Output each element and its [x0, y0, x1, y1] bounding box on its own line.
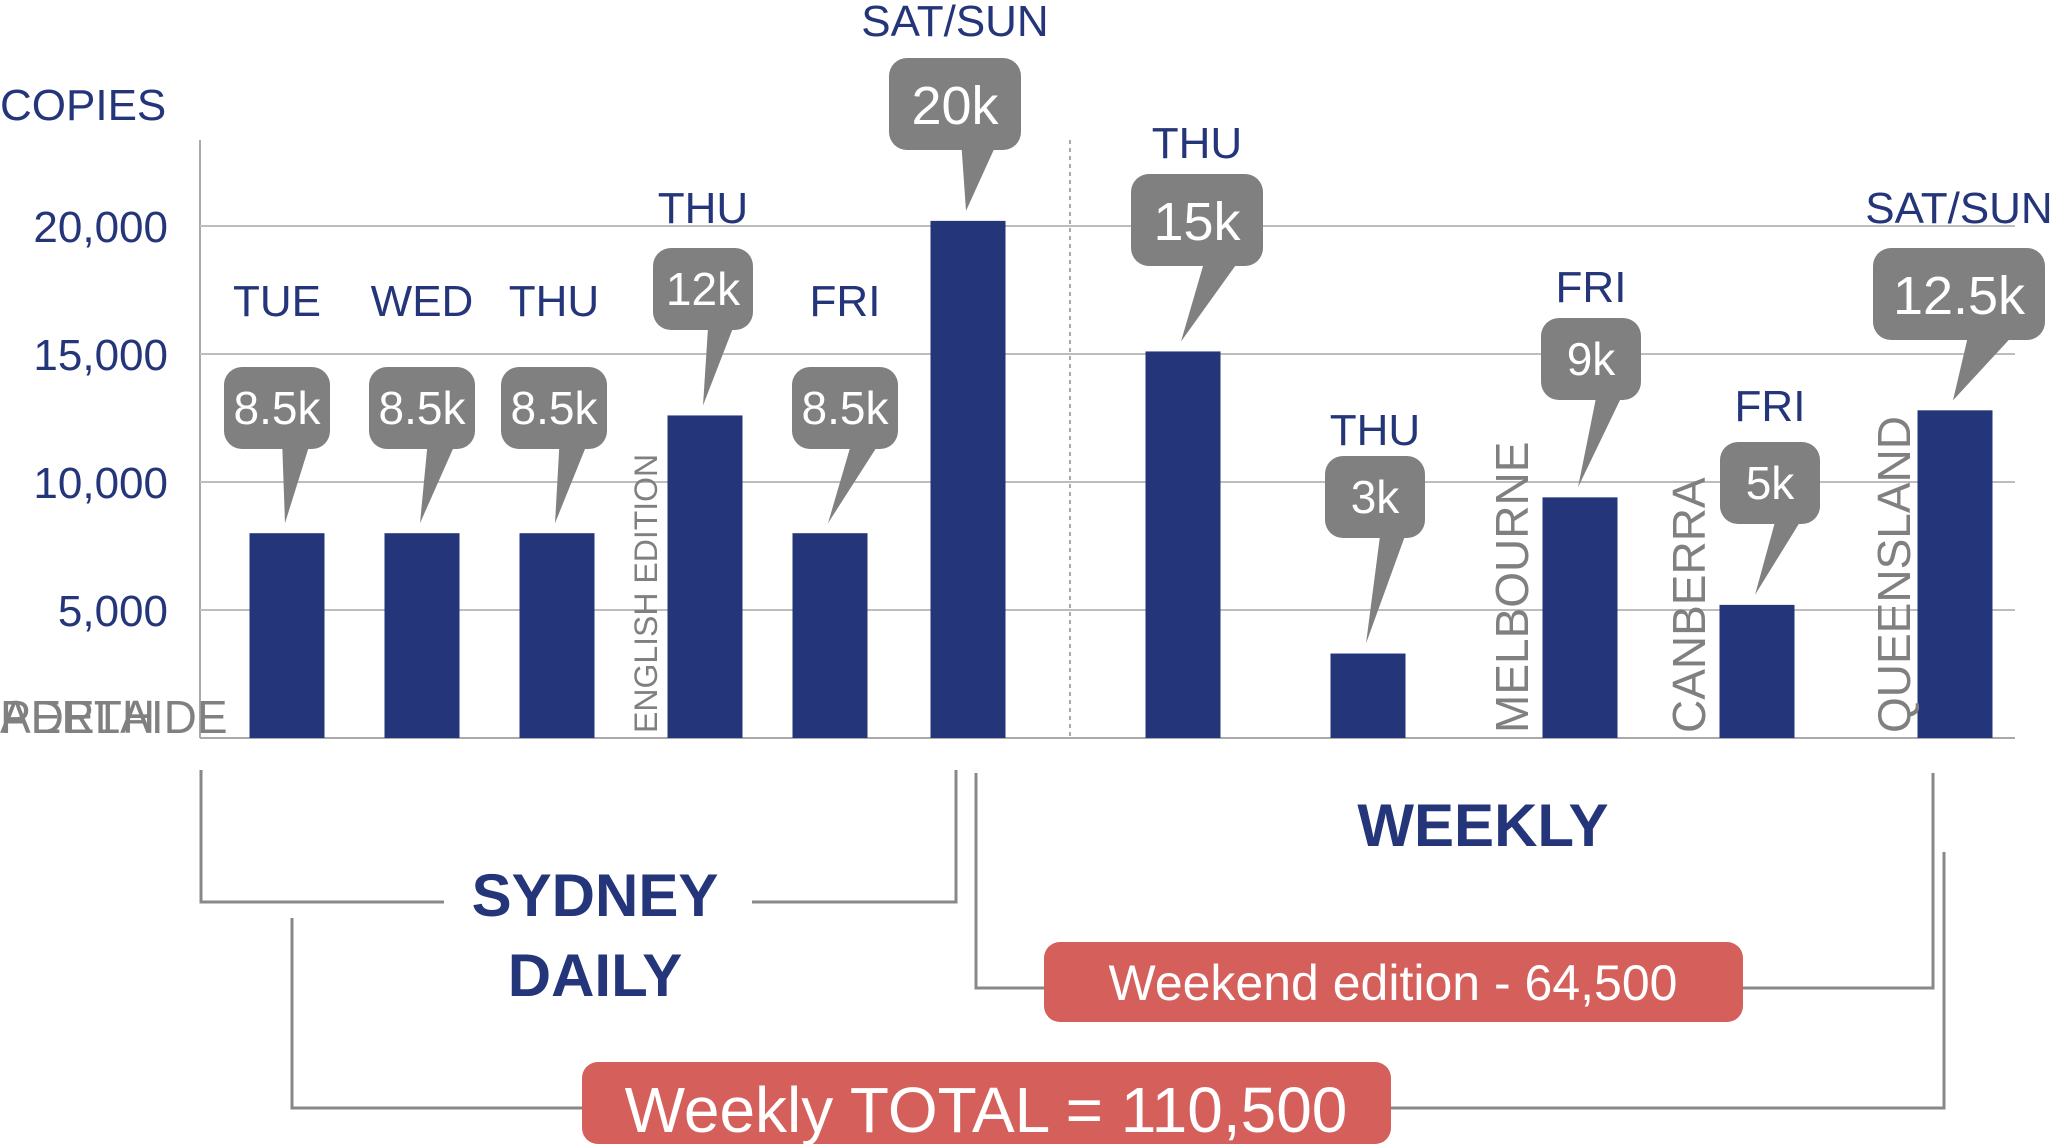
value-callout: 8.5k — [501, 367, 607, 524]
day-label: THU — [1330, 406, 1420, 455]
callout-label: 12.5k — [1893, 266, 2026, 326]
weekend-edition-label: Weekend edition - 64,500 — [1109, 955, 1678, 1011]
value-callout: 15k — [1131, 174, 1263, 342]
edition-label: ENGLISH EDITION — [628, 454, 664, 733]
weekly-total-box — [582, 1062, 1391, 1144]
day-labels: TUE WED THU THU FRI SAT/SUN THU THU FRI FRI SAT/SU… — [233, 0, 2053, 455]
value-callout: 12k — [653, 248, 753, 406]
group-brackets — [199, 770, 1946, 1110]
weekend-edition-bracket — [974, 773, 1935, 990]
bar — [667, 415, 743, 738]
bar — [1917, 410, 1993, 738]
day-label: FRI — [1556, 263, 1627, 312]
day-label: THU — [1152, 119, 1242, 168]
callout-label: 8.5k — [511, 382, 599, 434]
value-callout: 20k — [889, 58, 1021, 211]
bar — [1719, 604, 1795, 738]
sydney-daily-bracket — [199, 770, 958, 904]
bar — [1145, 351, 1221, 738]
value-callout: 3k — [1325, 456, 1425, 644]
y-tick-label: 15,000 — [33, 331, 168, 380]
y-axis-label: COPIES — [0, 81, 166, 130]
bar — [792, 533, 868, 738]
edition-label: CANBERRA — [1663, 477, 1715, 733]
value-callout: 8.5k — [224, 367, 330, 524]
y-tick-label: 20,000 — [33, 203, 168, 252]
callout-label: 8.5k — [379, 382, 467, 434]
group-label-sydney: SYDNEY — [472, 862, 719, 929]
day-label: FRI — [1735, 382, 1806, 431]
edition-label: MELBOURNE — [1486, 442, 1538, 733]
weekly-total-bracket — [290, 852, 1946, 1110]
callout-label: 5k — [1746, 457, 1796, 509]
value-callout: 12.5k — [1873, 248, 2045, 401]
day-label: THU — [658, 184, 748, 233]
edition-label: QUEENSLAND — [1868, 416, 1920, 733]
callout-label: 8.5k — [234, 382, 322, 434]
value-callout: 5k — [1720, 442, 1820, 595]
value-callout: 8.5k — [369, 367, 475, 524]
day-label: WED — [371, 277, 474, 326]
day-label: TUE — [233, 277, 321, 326]
callout-label: 3k — [1351, 471, 1401, 523]
group-label-weekly: WEEKLY — [1357, 792, 1608, 859]
y-tick-label: 5,000 — [58, 587, 168, 636]
edition-label: ADELAIDE — [0, 691, 228, 743]
bar — [384, 533, 460, 738]
callout-label: 15k — [1153, 192, 1241, 252]
callout-label: 20k — [911, 76, 999, 136]
value-callout: 8.5k — [792, 367, 898, 524]
callout-label: 8.5k — [802, 382, 890, 434]
weekly-total-label: Weekly TOTAL = 110,500 — [625, 1074, 1348, 1146]
value-callouts: 8.5k 8.5k 8.5k 12k 8.5k 20k 15k 3k 9k 5k 12.5k — [224, 58, 2045, 644]
grid-lines — [199, 140, 2015, 739]
bars — [249, 220, 1993, 738]
value-callout: 9k — [1541, 318, 1641, 488]
bar — [930, 220, 1006, 738]
bar — [1330, 653, 1406, 738]
weekend-edition-box — [1044, 942, 1743, 1022]
bar — [1542, 497, 1618, 738]
callout-label: 12k — [666, 263, 741, 315]
day-label: SAT/SUN — [861, 0, 1048, 46]
edition-label: PERTH — [0, 691, 155, 743]
edition-labels: ENGLISH EDITION MELBOURNE CANBERRA QUEENSLA… — [0, 416, 1920, 743]
callout-label: 9k — [1567, 333, 1617, 385]
bar — [519, 533, 595, 738]
group-label-daily: DAILY — [508, 942, 683, 1009]
day-label: SAT/SUN — [1865, 184, 2052, 233]
y-tick-label: 10,000 — [33, 459, 168, 508]
y-tick-labels: 5,000 10,000 15,000 20,000 — [33, 203, 168, 636]
day-label: FRI — [810, 277, 881, 326]
bar — [249, 533, 325, 738]
day-label: THU — [509, 277, 599, 326]
